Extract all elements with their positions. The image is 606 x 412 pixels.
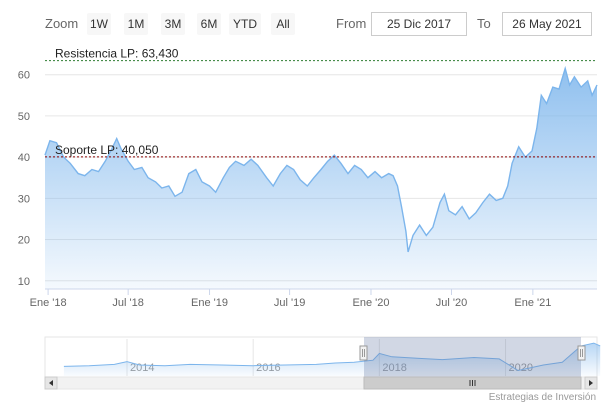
x-axis: Ene '18 Jul '18 Ene '19 Jul '19 Ene '20 Jul '… bbox=[30, 289, 551, 309]
series-line[interactable] bbox=[44, 65, 598, 253]
credits[interactable]: Estrategias de Inversión bbox=[489, 392, 596, 403]
zoom-label: Zoom bbox=[45, 16, 79, 31]
zoom-1w-button[interactable]: 1W bbox=[87, 13, 111, 35]
x-tick-label: Ene '20 bbox=[352, 297, 389, 309]
support-label: Soporte LP: 40,050 bbox=[55, 143, 159, 157]
y-axis: 10 20 30 40 50 60 bbox=[18, 70, 30, 288]
to-date-input[interactable]: 26 May 2021 bbox=[502, 12, 592, 36]
scroll-left-arrow-icon bbox=[49, 380, 53, 386]
zoom-all-button[interactable]: All bbox=[271, 13, 295, 35]
series-area bbox=[45, 68, 597, 289]
navigator-series-area bbox=[63, 343, 601, 376]
y-tick-label: 60 bbox=[18, 70, 30, 82]
from-label: From bbox=[336, 16, 367, 31]
from-date-input[interactable]: 25 Dic 2017 bbox=[371, 12, 467, 36]
y-tick-label: 30 bbox=[18, 193, 30, 205]
zoom-1m-button[interactable]: 1M bbox=[124, 13, 148, 35]
zoom-6m-button[interactable]: 6M bbox=[197, 13, 221, 35]
scrollbar[interactable] bbox=[44, 376, 598, 390]
x-tick-label: Ene '18 bbox=[30, 297, 67, 309]
y-tick-label: 20 bbox=[18, 235, 30, 247]
zoom-3m-button[interactable]: 3M bbox=[161, 13, 185, 35]
navigator-handle-left[interactable] bbox=[359, 345, 368, 361]
range-selector: Zoom 1W 1M 3M 6M YTD All From 25 Dic 201… bbox=[0, 0, 606, 44]
zoom-ytd-button[interactable]: YTD bbox=[229, 13, 261, 35]
x-tick-label: Jul '20 bbox=[436, 297, 467, 309]
y-tick-label: 50 bbox=[18, 111, 30, 123]
navigator-selection[interactable] bbox=[364, 337, 581, 377]
x-tick-label: Ene '21 bbox=[514, 297, 551, 309]
x-tick-label: Jul '19 bbox=[274, 297, 305, 309]
scroll-right-arrow-icon bbox=[589, 380, 593, 386]
navigator-handle-right[interactable] bbox=[577, 345, 586, 361]
to-label: To bbox=[477, 16, 491, 31]
y-tick-label: 40 bbox=[18, 152, 30, 164]
resistance-label: Resistencia LP: 63,430 bbox=[55, 47, 179, 61]
y-tick-label: 10 bbox=[18, 276, 30, 288]
x-tick-label: Ene '19 bbox=[191, 297, 228, 309]
navigator[interactable]: 2014201620182020 bbox=[44, 336, 601, 378]
navigator-series-line bbox=[63, 342, 601, 372]
x-tick-label: Jul '18 bbox=[112, 297, 143, 309]
